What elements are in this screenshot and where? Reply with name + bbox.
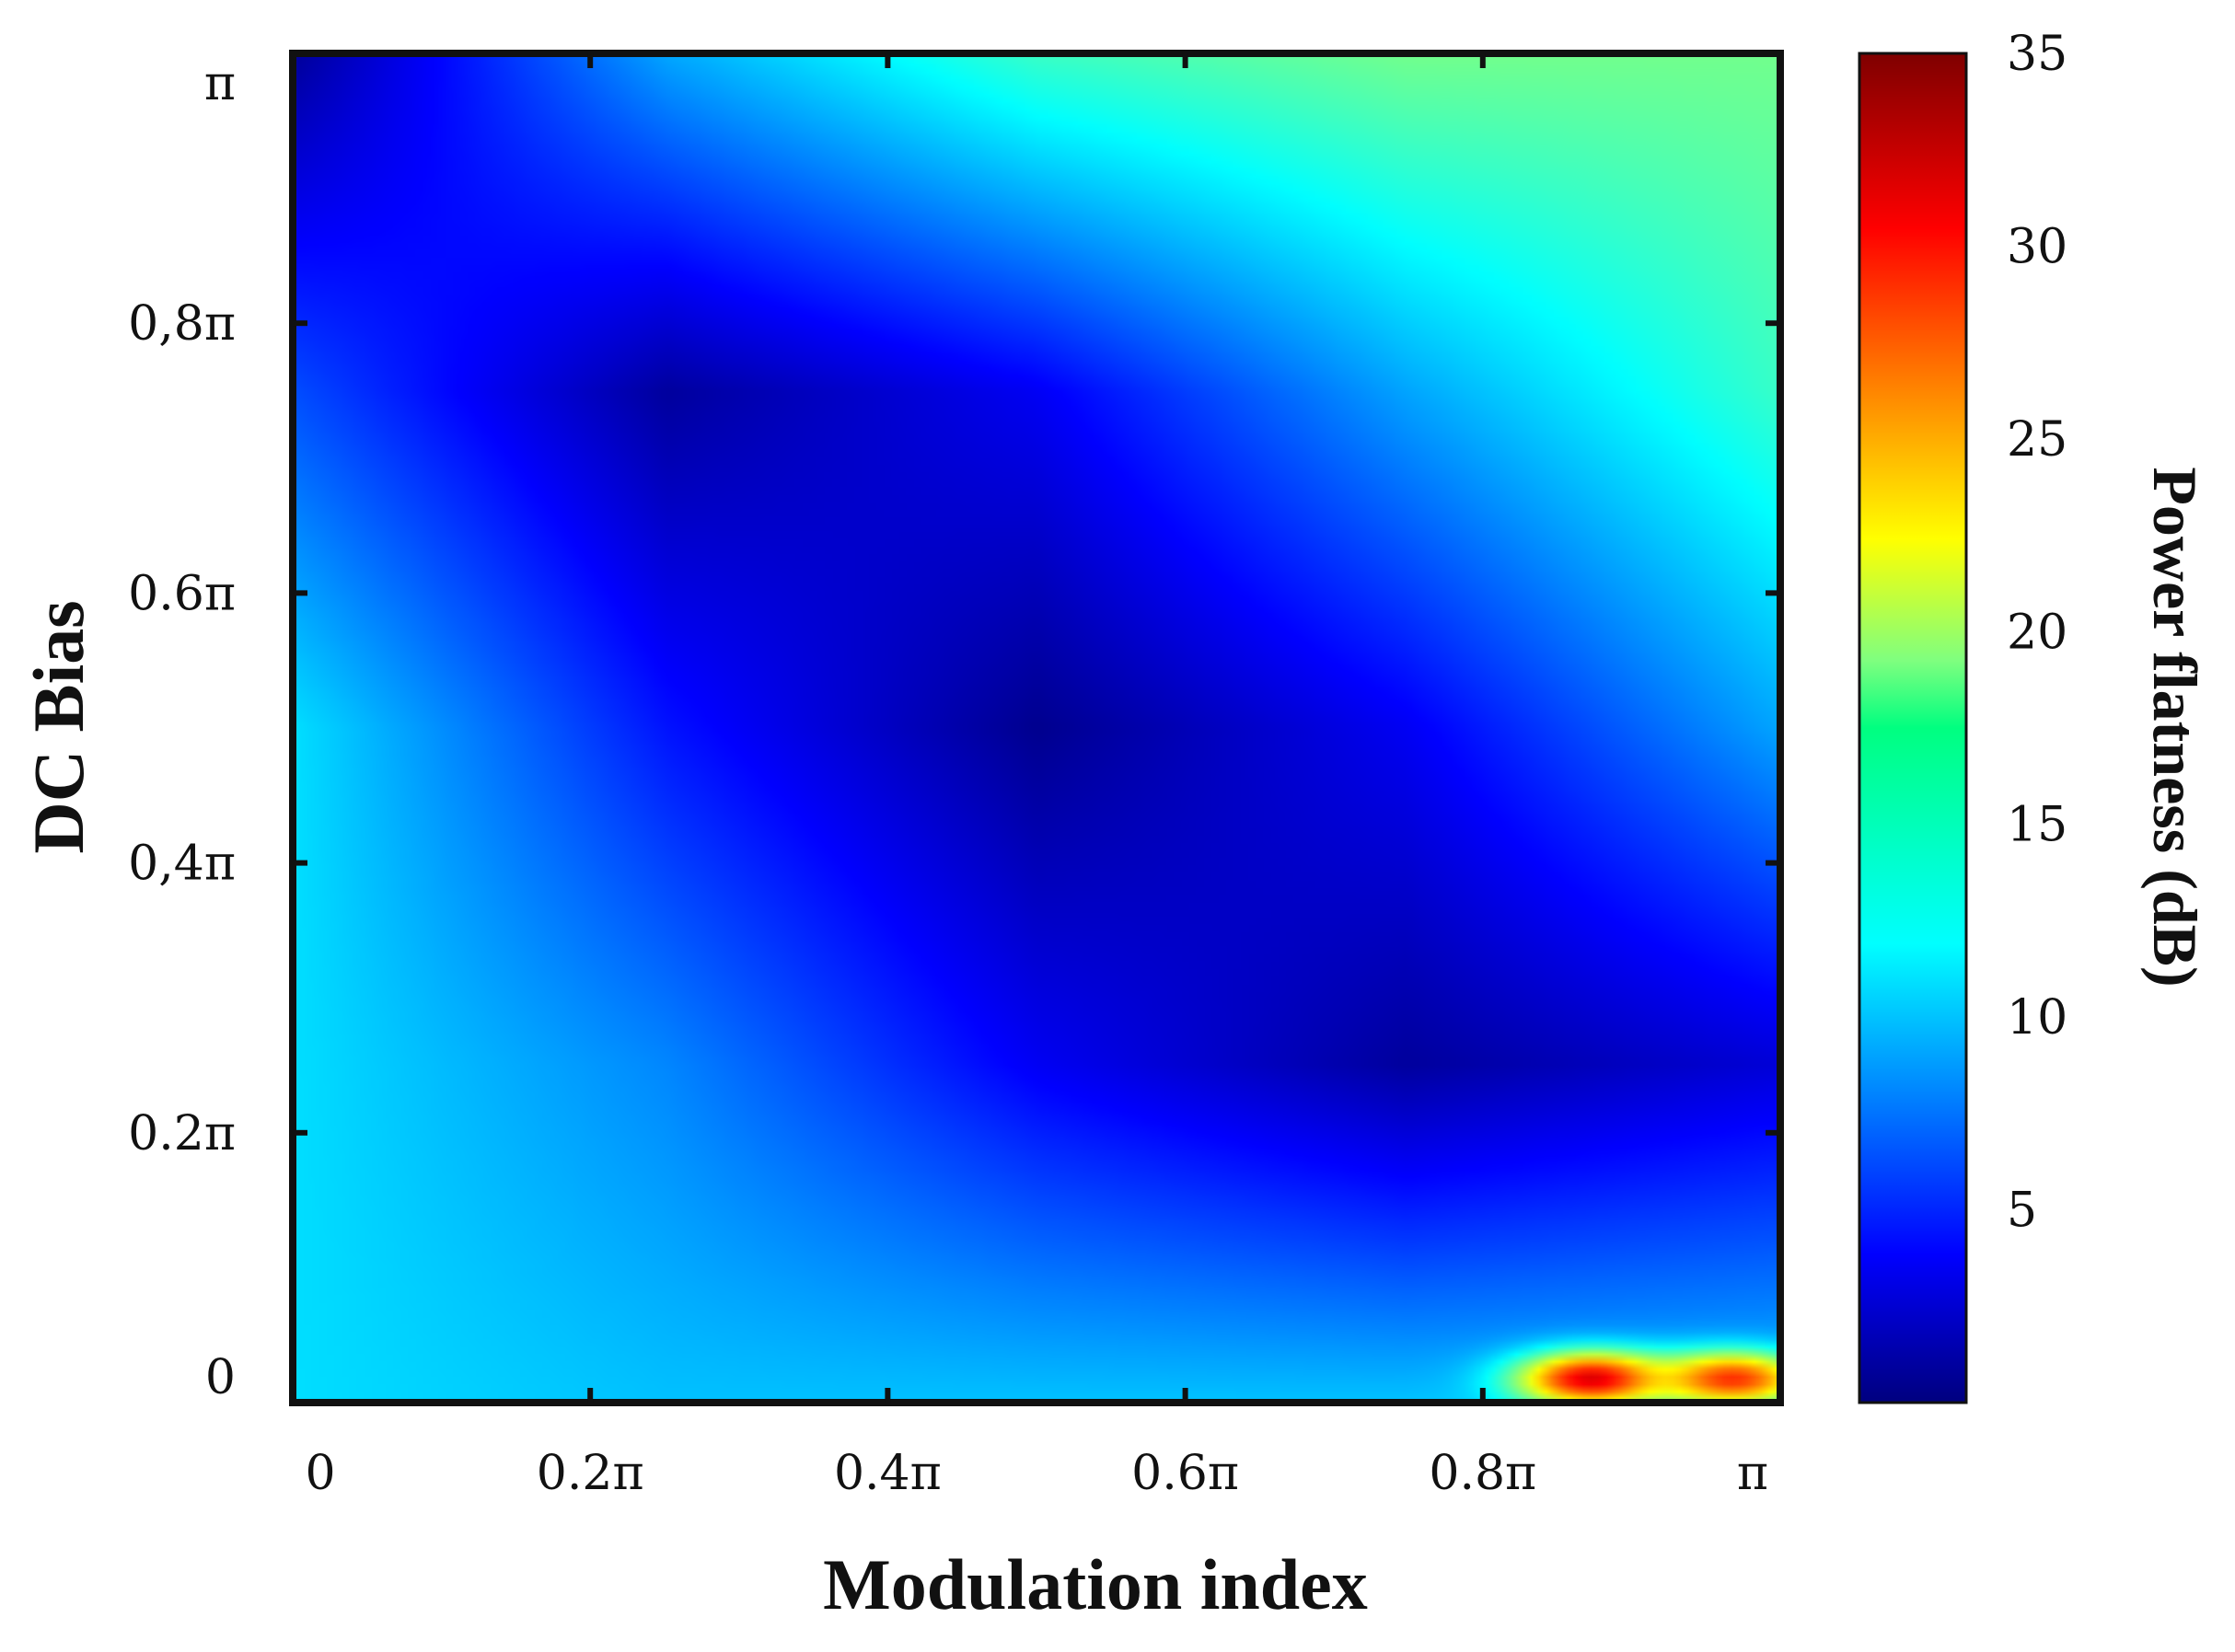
plot-frame (289, 50, 1784, 1406)
ticks-layer (293, 53, 1780, 1403)
x-tick-label: 0.2π (537, 1446, 644, 1501)
x-tick-label: π (1737, 1446, 1768, 1501)
heatmap-image (293, 53, 1780, 1403)
y-tick-label: 0.6π (128, 566, 236, 621)
y-tick-labels: 0 0.2π 0,4π 0.6π 0,8π π (128, 56, 236, 1405)
y-tick-label: 0,4π (128, 837, 236, 892)
colorbar-tick-label: 20 (2007, 605, 2067, 660)
y-tick-label: 0 (205, 1350, 236, 1405)
y-axis-title: DC Bias (18, 600, 98, 853)
colorbar-tick-labels: 5 10 15 20 25 30 35 (2007, 27, 2067, 1239)
x-axis-title: Modulation index (823, 1544, 1368, 1624)
x-tick-label: 0.6π (1131, 1446, 1239, 1501)
colorbar-tick-label: 30 (2007, 219, 2067, 274)
x-tick-label: 0 (305, 1446, 335, 1501)
colorbar-title: Power flatness (dB) (2140, 467, 2210, 987)
y-tick-label: 0.2π (128, 1106, 236, 1161)
y-tick-label: π (204, 56, 236, 111)
colorbar-tick-label: 35 (2007, 27, 2067, 82)
x-tick-label: 0.8π (1429, 1446, 1536, 1501)
colorbar (1858, 52, 1968, 1404)
x-tick-labels: 0 0.2π 0.4π 0.6π 0.8π π (305, 1446, 1768, 1501)
colorbar-tick-label: 5 (2007, 1184, 2037, 1239)
colorbar-tick-label: 15 (2007, 798, 2067, 853)
y-tick-label: 0,8π (128, 296, 236, 352)
colorbar-tick-label: 25 (2007, 412, 2067, 468)
x-tick-label: 0.4π (834, 1446, 942, 1501)
colorbar-tick-label: 10 (2007, 990, 2067, 1045)
